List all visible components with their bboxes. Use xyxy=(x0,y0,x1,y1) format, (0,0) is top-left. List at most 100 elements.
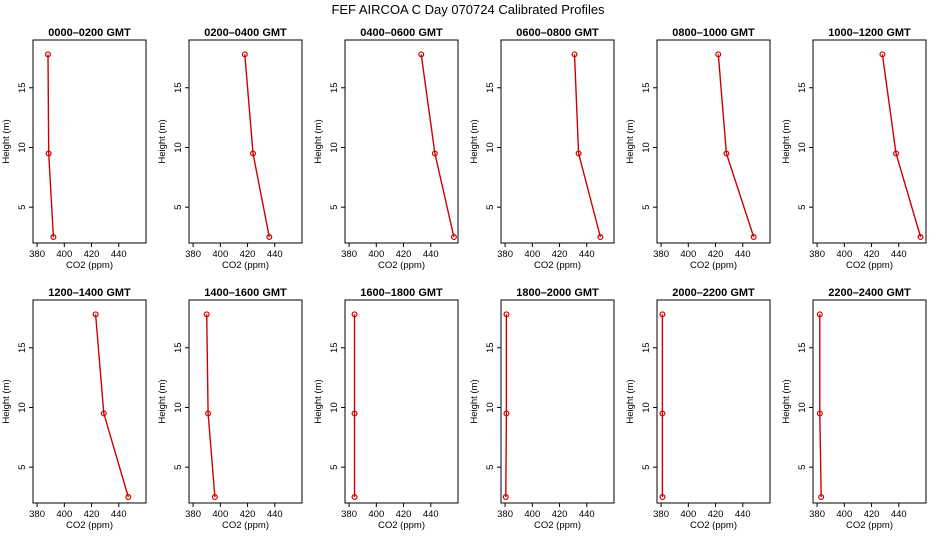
x-tick-label: 420 xyxy=(864,509,880,520)
x-tick-label: 380 xyxy=(185,249,201,260)
y-axis-label: Height (m) xyxy=(313,379,324,423)
profile-line xyxy=(94,314,129,498)
y-axis-label: Height (m) xyxy=(625,119,636,163)
profile-panel: 2200–2400 GMT 380 400 420 440 5 10 15 CO2 (ppm) H… xyxy=(781,287,927,531)
profile-panel: 0400–0600 GMT 380 400 420 440 5 10 15 CO2 (ppm) H… xyxy=(313,27,459,271)
y-axis-label: Height (m) xyxy=(1,379,12,423)
y-tick-label: 15 xyxy=(329,342,340,353)
panel-title: 0800–1000 GMT xyxy=(672,27,755,39)
data-point xyxy=(502,494,509,501)
y-tick-label: 5 xyxy=(17,465,28,470)
profile-panel: 1600–1800 GMT 380 400 420 440 5 10 15 CO2 (ppm) H… xyxy=(313,287,459,531)
y-tick-label: 10 xyxy=(329,142,340,153)
data-point xyxy=(659,410,666,417)
x-axis-label: CO2 (ppm) xyxy=(222,520,269,531)
x-tick-label: 400 xyxy=(368,509,384,520)
x-tick-label: 420 xyxy=(396,249,412,260)
data-point xyxy=(816,410,823,417)
plot-frame xyxy=(500,299,615,504)
data-point xyxy=(715,51,722,58)
profile-panel: 0200–0400 GMT 380 400 420 440 5 10 15 CO2 (ppm) H… xyxy=(157,27,303,271)
y-tick-label: 10 xyxy=(173,402,184,413)
profile-line xyxy=(47,54,55,238)
x-tick-label: 420 xyxy=(84,509,100,520)
panel-title: 0600–0800 GMT xyxy=(516,27,599,39)
y-tick-label: 5 xyxy=(485,465,496,470)
data-point xyxy=(241,51,248,58)
y-tick-label: 5 xyxy=(173,465,184,470)
y-tick-label: 10 xyxy=(641,402,652,413)
profile-line xyxy=(819,314,822,498)
y-tick-label: 15 xyxy=(641,342,652,353)
profile-panel: 0800–1000 GMT 380 400 420 440 5 10 15 CO2 (ppm) H… xyxy=(625,27,771,271)
x-tick-label: 420 xyxy=(396,509,412,520)
x-tick-label: 420 xyxy=(240,509,256,520)
data-point xyxy=(205,410,212,417)
y-axis-label: Height (m) xyxy=(781,379,792,423)
y-tick-label: 15 xyxy=(17,342,28,353)
y-tick-label: 5 xyxy=(641,465,652,470)
profile-line xyxy=(717,54,755,238)
x-axis-label: CO2 (ppm) xyxy=(222,260,269,271)
plot-frame xyxy=(188,299,303,504)
y-tick-label: 10 xyxy=(173,142,184,153)
data-point xyxy=(125,494,132,501)
y-tick-label: 15 xyxy=(173,82,184,93)
panel-title: 2200–2400 GMT xyxy=(828,287,911,299)
plot-frame xyxy=(656,39,771,244)
y-tick-label: 10 xyxy=(17,142,28,153)
x-tick-label: 380 xyxy=(185,509,201,520)
x-tick-label: 400 xyxy=(680,509,696,520)
data-point xyxy=(92,311,99,318)
y-tick-label: 10 xyxy=(485,142,496,153)
data-point xyxy=(50,234,57,241)
panel-title: 1800–2000 GMT xyxy=(516,287,599,299)
y-tick-label: 5 xyxy=(17,205,28,210)
y-axis-label: Height (m) xyxy=(157,119,168,163)
x-tick-label: 400 xyxy=(524,509,540,520)
x-tick-label: 400 xyxy=(212,249,228,260)
plot-frame xyxy=(812,299,927,504)
y-tick-label: 5 xyxy=(797,465,808,470)
x-tick-label: 400 xyxy=(836,249,852,260)
x-axis-label: CO2 (ppm) xyxy=(690,260,737,271)
data-point xyxy=(44,51,51,58)
x-tick-label: 380 xyxy=(653,249,669,260)
x-tick-label: 380 xyxy=(809,509,825,520)
profile-panel: 1000–1200 GMT 380 400 420 440 5 10 15 CO2 (ppm) H… xyxy=(781,27,927,271)
x-axis-label: CO2 (ppm) xyxy=(66,520,113,531)
plot-frame xyxy=(656,299,771,504)
y-tick-label: 10 xyxy=(17,402,28,413)
x-tick-label: 420 xyxy=(552,509,568,520)
profile-line xyxy=(244,54,270,238)
data-point xyxy=(818,494,825,501)
x-axis-label: CO2 (ppm) xyxy=(378,520,425,531)
profile-line xyxy=(881,54,922,238)
y-axis-label: Height (m) xyxy=(157,379,168,423)
x-tick-label: 420 xyxy=(240,249,256,260)
y-tick-label: 5 xyxy=(797,205,808,210)
x-axis-label: CO2 (ppm) xyxy=(846,260,893,271)
data-point xyxy=(723,150,730,157)
x-tick-label: 440 xyxy=(267,509,283,520)
x-tick-label: 380 xyxy=(29,509,45,520)
panel-title: 0000–0200 GMT xyxy=(48,27,131,39)
x-tick-label: 440 xyxy=(579,249,595,260)
y-tick-label: 5 xyxy=(329,205,340,210)
x-tick-label: 440 xyxy=(579,509,595,520)
data-point xyxy=(816,311,823,318)
y-tick-label: 15 xyxy=(797,342,808,353)
data-point xyxy=(503,410,510,417)
y-tick-label: 15 xyxy=(641,82,652,93)
plot-frame xyxy=(32,299,147,504)
x-tick-label: 380 xyxy=(341,509,357,520)
x-tick-label: 400 xyxy=(836,509,852,520)
y-tick-label: 15 xyxy=(329,82,340,93)
data-point xyxy=(249,150,256,157)
y-tick-label: 10 xyxy=(797,402,808,413)
x-tick-label: 420 xyxy=(552,249,568,260)
data-point xyxy=(893,150,900,157)
panel-title: 1000–1200 GMT xyxy=(828,27,911,39)
y-tick-label: 10 xyxy=(797,142,808,153)
